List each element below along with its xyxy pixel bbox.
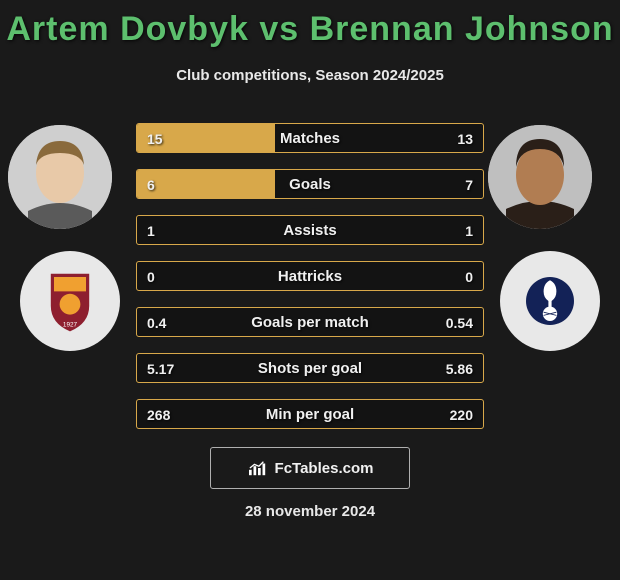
subtitle: Club competitions, Season 2024/2025 (0, 67, 620, 84)
stat-label: Assists (137, 216, 483, 245)
stat-row: 0.40.54Goals per match (136, 307, 484, 337)
chart-icon (247, 459, 269, 477)
stat-label: Goals per match (137, 308, 483, 337)
stat-row: 5.175.86Shots per goal (136, 353, 484, 383)
stat-row: 11Assists (136, 215, 484, 245)
stats-area: 1513Matches 67Goals 11Assists 00Hattricks 0.… (136, 123, 484, 445)
page-title: Artem Dovbyk vs Brennan Johnson (0, 0, 620, 49)
stat-label: Shots per goal (137, 354, 483, 383)
stat-row: 1513Matches (136, 123, 484, 153)
club-right-badge (500, 251, 600, 351)
stat-row: 00Hattricks (136, 261, 484, 291)
player-right-portrait (488, 125, 592, 229)
stat-row: 268220Min per goal (136, 399, 484, 429)
club-left-badge: 1927 (20, 251, 120, 351)
date-label: 28 november 2024 (0, 503, 620, 520)
stat-label: Matches (137, 124, 483, 153)
player-left-portrait (8, 125, 112, 229)
stat-label: Goals (137, 170, 483, 199)
fctables-label: FcTables.com (275, 460, 374, 477)
fctables-badge: FcTables.com (210, 447, 410, 489)
svg-text:1927: 1927 (63, 322, 78, 329)
stat-label: Hattricks (137, 262, 483, 291)
stat-row: 67Goals (136, 169, 484, 199)
stat-label: Min per goal (137, 400, 483, 429)
